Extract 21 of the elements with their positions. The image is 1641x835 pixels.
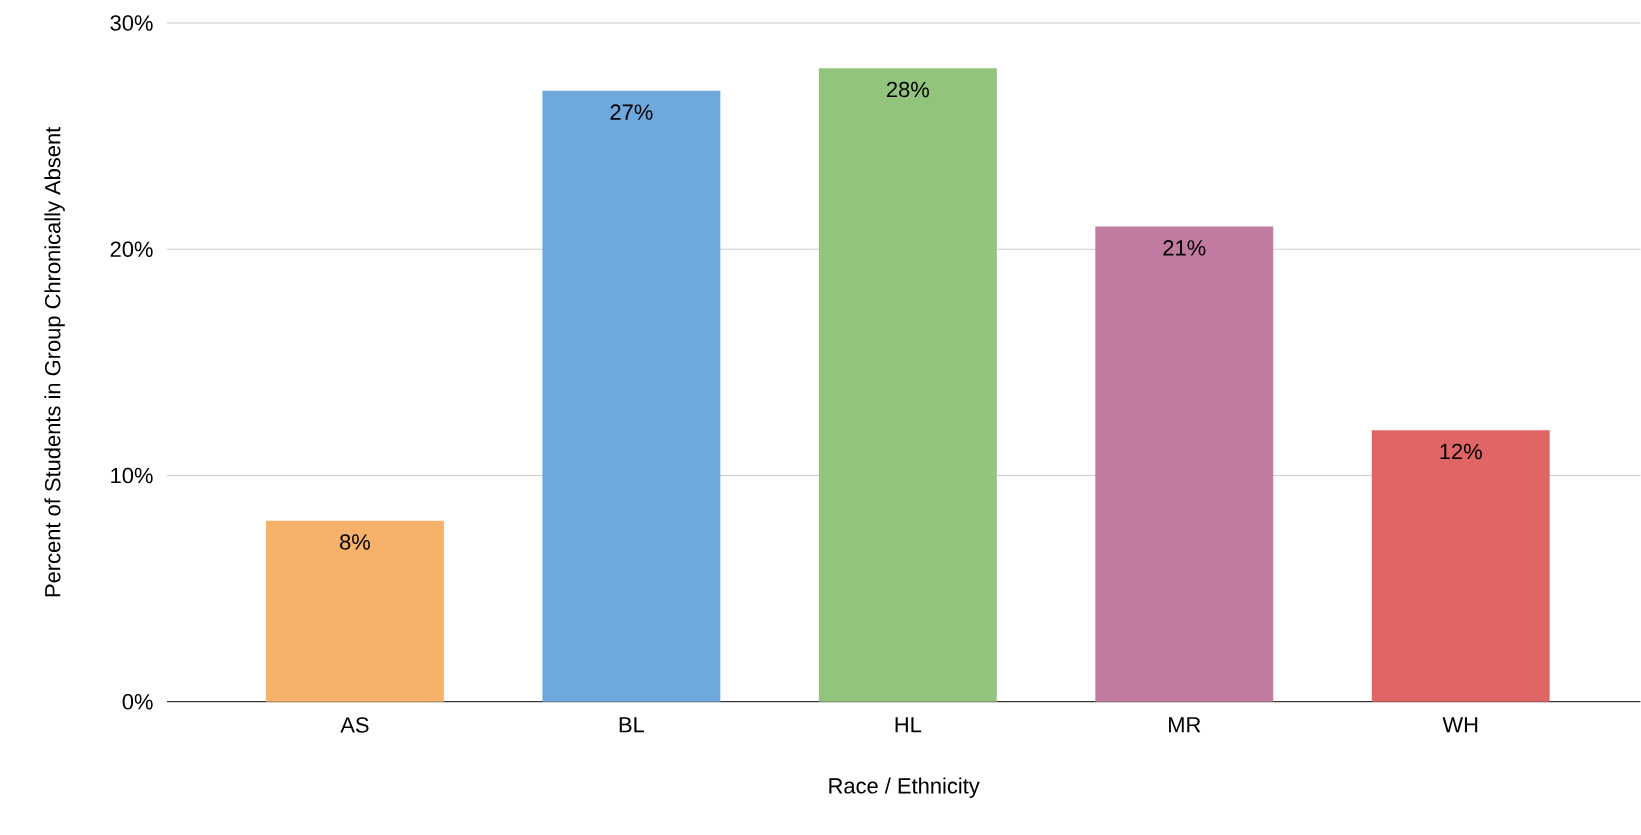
bar: [265, 520, 444, 702]
x-tick-label: BL: [619, 717, 645, 733]
bar: [1095, 226, 1274, 702]
data-label: 12%: [1440, 443, 1482, 460]
data-label: 28%: [887, 81, 929, 98]
bar: [1371, 430, 1550, 702]
x-tick-label: MR: [1169, 717, 1201, 733]
bar: [542, 91, 721, 702]
y-tick-label: 10%: [111, 467, 153, 484]
y-axis-title: Percent of Students in Group Chronically Absent: [44, 127, 65, 597]
x-axis-title: Race / Ethnicity: [829, 777, 980, 799]
x-tick-label: AS: [340, 717, 369, 733]
y-tick-label: 20%: [110, 241, 153, 258]
data-label: 21%: [1163, 240, 1206, 256]
y-tick-label: 0%: [122, 694, 153, 710]
bar: [818, 68, 997, 702]
x-tick-label: HL: [895, 717, 922, 733]
data-label: 27%: [610, 104, 653, 120]
y-tick-label: 30%: [110, 15, 153, 31]
data-label: 8%: [340, 534, 370, 550]
x-tick-label: WH: [1442, 717, 1478, 733]
